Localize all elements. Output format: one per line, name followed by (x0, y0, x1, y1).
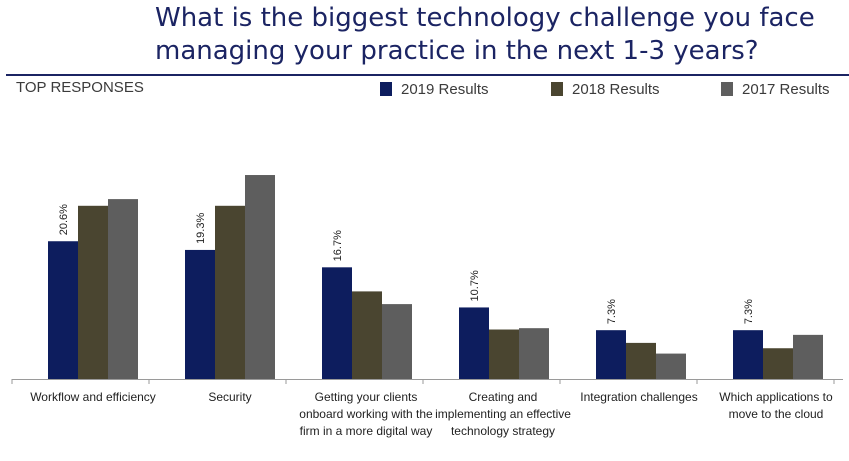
legend-item-2019: 2019 Results (380, 79, 489, 99)
bar-2019-cat-2 (322, 267, 352, 379)
bar-2019-cat-4 (596, 330, 626, 379)
legend-swatch-2017 (721, 82, 733, 96)
bar-2017-cat-1 (245, 175, 275, 379)
data-label-2019-cat-4: 7.3% (606, 299, 618, 324)
bar-2018-cat-5 (763, 348, 793, 379)
bar-2017-cat-5 (793, 334, 823, 379)
bar-2017-cat-2 (382, 304, 412, 379)
category-label-workflow: Workflow and efficiency (30, 390, 156, 404)
legend-label-2018: 2018 Results (572, 80, 660, 98)
data-label-2019-cat-2: 16.7% (332, 230, 344, 261)
chart-title: What is the biggest technology challenge… (155, 2, 845, 68)
category-label-clients-onboard: Getting your clients onboard working wit… (299, 390, 433, 438)
bar-2019-cat-0 (48, 241, 78, 379)
bar-2017-cat-4 (656, 353, 686, 379)
bar-2019-cat-1 (185, 249, 215, 379)
legend-swatch-2019 (380, 82, 392, 96)
data-label-2019-cat-0: 20.6% (58, 204, 70, 235)
legend-label-2019: 2019 Results (401, 80, 489, 98)
bar-2018-cat-1 (215, 205, 245, 379)
legend-label-2017: 2017 Results (742, 80, 830, 98)
bar-2019-cat-3 (459, 307, 489, 379)
category-label-tech-strategy: Creating and implementing an effective t… (435, 390, 571, 438)
category-label-security: Security (208, 390, 252, 404)
bar-2017-cat-0 (108, 199, 138, 379)
category-label-integration: Integration challenges (580, 390, 698, 404)
bar-2017-cat-3 (519, 328, 549, 379)
chart-subtitle: TOP RESPONSES (16, 79, 144, 96)
chart-title-line-1: What is the biggest technology challenge… (155, 3, 815, 33)
bar-2018-cat-4 (626, 342, 656, 379)
data-label-2019-cat-5: 7.3% (743, 299, 755, 324)
chart-legend: 2019 Results 2018 Results 2017 Results (380, 79, 849, 99)
legend-item-2018: 2018 Results (551, 79, 660, 99)
legend-swatch-2018 (551, 82, 563, 96)
chart-title-line-2: managing your practice in the next 1-3 y… (155, 36, 759, 66)
bar-2019-cat-5 (733, 330, 763, 379)
title-divider (6, 74, 849, 76)
bar-2018-cat-2 (352, 291, 382, 379)
bar-2018-cat-0 (78, 205, 108, 379)
legend-item-2017: 2017 Results (721, 79, 830, 99)
bar-2018-cat-3 (489, 329, 519, 379)
data-label-2019-cat-3: 10.7% (469, 270, 481, 301)
data-label-2019-cat-1: 19.3% (195, 213, 207, 244)
category-label-cloud-apps: Which applications to move to the cloud (719, 390, 833, 421)
